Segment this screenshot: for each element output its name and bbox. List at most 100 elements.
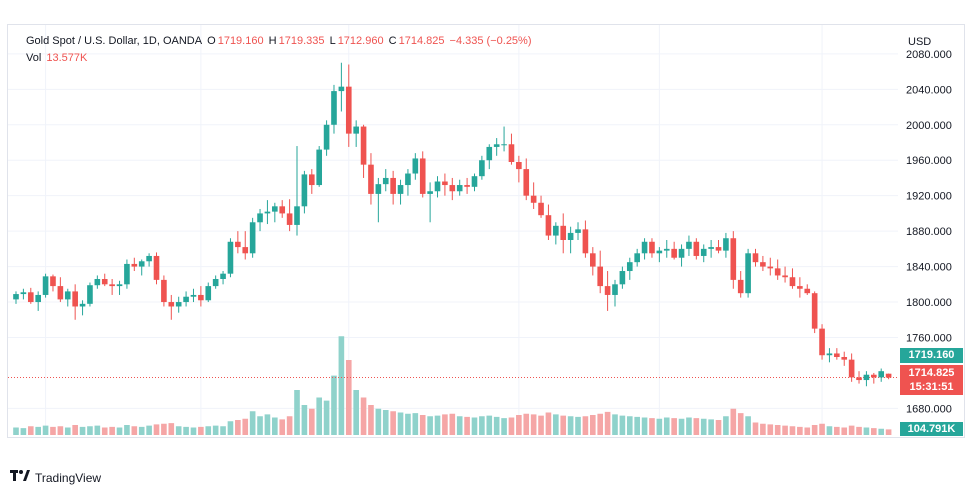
volume-bar: [301, 405, 308, 435]
volume-label: Vol: [26, 52, 42, 64]
volume-bar: [841, 427, 848, 435]
candle-body: [678, 248, 685, 258]
change-value: −4.335 (−0.25%): [449, 35, 532, 47]
candle-body: [87, 285, 93, 304]
candle-body: [308, 174, 315, 186]
volume-bar: [57, 426, 64, 435]
volume-bar: [560, 415, 567, 435]
volume-bar: [294, 390, 300, 435]
volume-bar: [308, 408, 315, 435]
candle-body: [456, 185, 463, 192]
y-tick-label: 1800.000: [906, 297, 952, 309]
candle-body: [368, 164, 374, 194]
volume-bar: [789, 426, 796, 435]
brand-name[interactable]: TradingView: [35, 470, 102, 485]
candle-body: [819, 328, 825, 356]
candle-body: [671, 248, 677, 258]
volume-bar: [220, 426, 226, 435]
volume-bar: [331, 375, 337, 435]
volume-bar: [782, 425, 788, 435]
volume-bar: [752, 422, 759, 435]
volume-bar: [183, 426, 189, 435]
candle-body: [138, 261, 145, 267]
volume-bar: [94, 425, 101, 435]
candle-body: [604, 286, 611, 295]
volume-bar: [493, 416, 500, 435]
volume-bar: [878, 428, 885, 435]
volume-bar: [412, 413, 419, 435]
candle-body: [649, 241, 655, 254]
volume-bar: [767, 424, 774, 435]
candle-body: [79, 303, 86, 307]
volume-bar: [442, 414, 448, 435]
volume-bar: [693, 418, 700, 435]
candle-body: [264, 211, 271, 214]
candle-body: [323, 124, 330, 150]
candle-body: [811, 293, 818, 329]
volume-bar: [856, 426, 862, 435]
candle-body: [124, 263, 130, 285]
y-tick-label: 1880.000: [906, 226, 952, 238]
candle-body: [161, 279, 167, 303]
volume-bar: [286, 416, 293, 435]
volume-bar: [338, 336, 345, 435]
volume-bar: [582, 416, 589, 435]
candle-body: [183, 296, 189, 303]
volume-bar: [597, 413, 604, 435]
candle-body: [575, 229, 581, 233]
volume-bar: [116, 427, 123, 435]
candle-body: [700, 248, 707, 256]
candle-body: [94, 279, 101, 286]
high-value: 1719.335: [278, 35, 325, 47]
volume-bar: [212, 425, 219, 435]
volume-bar: [42, 425, 49, 435]
volume-bar: [345, 360, 352, 435]
candle-body: [116, 284, 123, 287]
candle-body: [508, 144, 515, 162]
volume-bar: [516, 415, 522, 435]
candle-body: [190, 294, 197, 297]
candle-body: [153, 255, 160, 280]
candle-body: [663, 248, 670, 251]
volume-bar: [530, 414, 537, 435]
price-chart[interactable]: 2080.000 2040.000 2000.000 1960.000 1920.000…: [8, 25, 964, 437]
tradingview-logo-icon[interactable]: [10, 470, 30, 485]
candle-body: [294, 206, 300, 225]
volume-bar: [671, 418, 677, 435]
volume-bar: [323, 400, 330, 435]
volume-bar: [545, 412, 552, 435]
volume-bar: [375, 408, 382, 435]
volume-bar: [397, 412, 404, 435]
volume-bar: [656, 418, 663, 435]
volume-bar: [567, 416, 574, 435]
candle-body: [479, 160, 485, 177]
volume-bar: [419, 415, 426, 435]
candle-body: [442, 181, 448, 186]
volume-bar: [390, 411, 396, 435]
volume-bar: [13, 427, 19, 435]
candle-body: [198, 294, 204, 301]
volume-bar: [35, 426, 41, 435]
candle-body: [745, 253, 751, 294]
volume-legend: Vol 13.577K: [26, 52, 89, 64]
candle-body: [560, 225, 567, 240]
volume-bar: [626, 416, 633, 435]
candle-body: [331, 91, 337, 125]
y-tick-label: 1680.000: [906, 403, 952, 415]
volume-bar: [146, 425, 152, 435]
chart-frame[interactable]: 2080.000 2040.000 2000.000 1960.000 1920.000…: [7, 24, 965, 438]
y-tick-label: 1960.000: [906, 155, 952, 167]
volume-bar: [109, 426, 115, 435]
candle-body: [316, 149, 323, 186]
candle-body: [612, 284, 618, 295]
high-label: H: [268, 35, 277, 47]
y-tick-label: 1760.000: [906, 333, 952, 345]
candle-body: [797, 286, 803, 289]
y-tick-label: 2080.000: [906, 49, 952, 61]
volume-bar: [700, 418, 707, 435]
candle-body: [286, 213, 293, 225]
y-tick-label: 1920.000: [906, 191, 952, 203]
candle-body: [449, 185, 456, 192]
volume-bar: [360, 397, 367, 435]
candle-body: [27, 292, 34, 303]
